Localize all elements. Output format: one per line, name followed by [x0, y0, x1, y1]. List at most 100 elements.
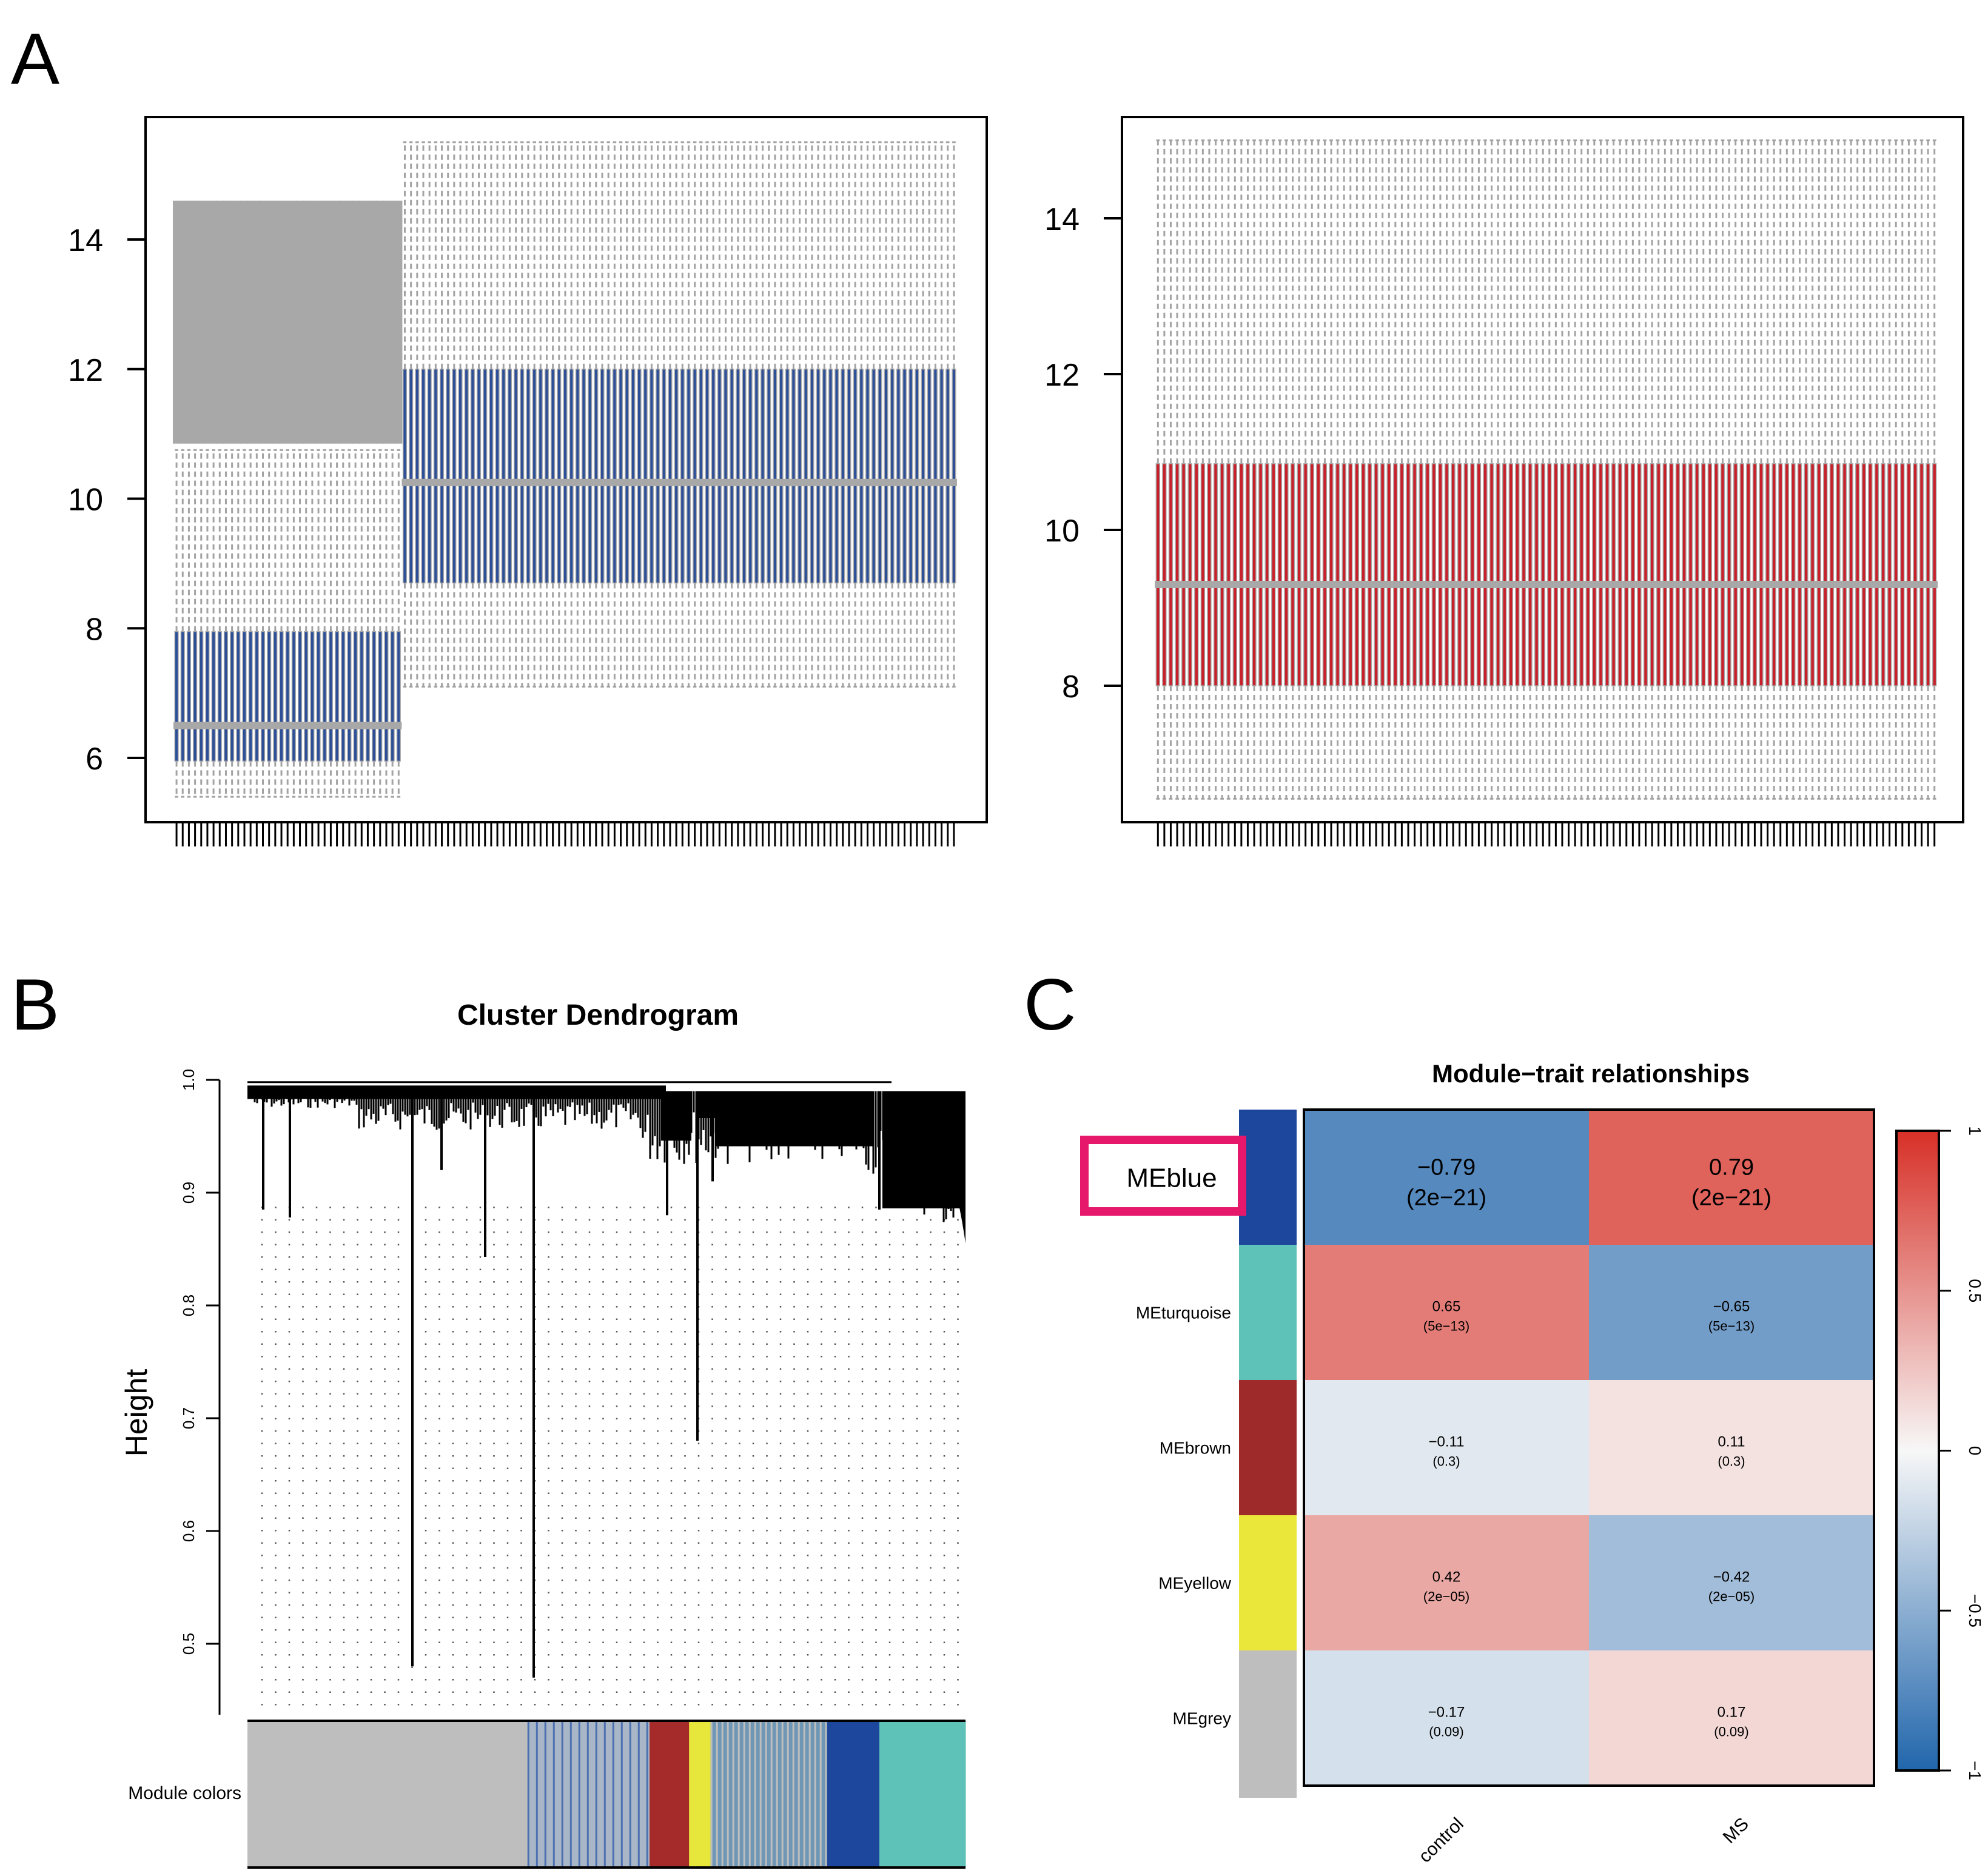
- box: [1528, 463, 1533, 686]
- box-1-36: [389, 200, 397, 798]
- module-color-stripe: [721, 1721, 724, 1868]
- box-2-74: [853, 141, 858, 688]
- box-2-63: [785, 141, 790, 688]
- module-color-stripe: [770, 1721, 773, 1868]
- box: [1515, 463, 1520, 686]
- box-2-28: [569, 141, 574, 688]
- box-1-113: [1874, 139, 1879, 800]
- box: [1823, 463, 1828, 686]
- box: [328, 631, 333, 762]
- panel-letter-b: B: [11, 964, 59, 1045]
- box-1-65: [1566, 139, 1571, 800]
- box-1-70: [1598, 139, 1603, 800]
- box-1-66: [1573, 139, 1577, 800]
- outlier-band: [327, 200, 335, 444]
- box: [384, 631, 389, 762]
- box-1-112: [1868, 139, 1873, 800]
- box-2-27: [563, 141, 568, 688]
- box: [902, 369, 907, 584]
- box-2-67: [810, 141, 814, 688]
- box-2-82: [902, 141, 907, 688]
- box-1-47: [1451, 139, 1456, 800]
- box: [841, 369, 845, 584]
- box-1-6: [1187, 139, 1192, 800]
- box-2-2: [409, 141, 414, 688]
- box: [680, 369, 685, 584]
- box: [1688, 463, 1693, 686]
- box: [1348, 463, 1353, 686]
- box-1-28: [1329, 139, 1334, 800]
- box: [952, 369, 956, 584]
- row-label-MEblue: MEblue: [1126, 1164, 1217, 1193]
- box: [656, 369, 660, 584]
- box-2-14: [483, 141, 488, 688]
- box-2-84: [915, 141, 919, 688]
- box-1-77: [1643, 139, 1648, 800]
- box-1-115: [1887, 139, 1892, 800]
- box: [464, 369, 469, 584]
- box: [520, 369, 525, 584]
- box: [1598, 463, 1603, 686]
- box: [779, 369, 784, 584]
- module-color-stripe: [759, 1721, 762, 1868]
- box: [1592, 463, 1597, 686]
- box: [427, 369, 432, 584]
- y-tick-label: 0.6: [180, 1520, 198, 1542]
- box-2-35: [612, 141, 617, 688]
- box: [711, 369, 716, 584]
- box: [1900, 463, 1905, 686]
- box: [458, 369, 463, 584]
- cell-correlation: −0.42: [1713, 1569, 1750, 1586]
- y-tick-label: 10: [1044, 514, 1080, 549]
- box: [1573, 463, 1577, 686]
- heatmap-cell-fill: [1304, 1380, 1589, 1515]
- box-1-28: [339, 200, 347, 798]
- box-2-55: [736, 141, 740, 688]
- box: [1720, 463, 1725, 686]
- box: [1297, 463, 1301, 686]
- box-1-106: [1829, 139, 1835, 800]
- box: [1553, 463, 1559, 686]
- box: [1168, 463, 1174, 686]
- cell-correlation: 0.65: [1432, 1299, 1461, 1315]
- box: [1560, 463, 1565, 686]
- box: [1540, 463, 1545, 686]
- box: [798, 369, 802, 584]
- module-color-stripe: [620, 1721, 623, 1868]
- box-2-65: [798, 141, 802, 688]
- box-2-30: [581, 141, 586, 688]
- box-1-13: [247, 200, 255, 798]
- box-1-26: [327, 200, 335, 798]
- box-1-107: [1836, 139, 1841, 800]
- box-1-26: [1316, 139, 1321, 800]
- box-1-94: [1752, 139, 1758, 800]
- heatmap-cell-fill: [1304, 1650, 1589, 1786]
- box-1-78: [1650, 139, 1654, 800]
- box-1-58: [1521, 139, 1526, 800]
- box: [1239, 463, 1244, 686]
- box-2-41: [649, 141, 654, 688]
- y-tick-label: 10: [68, 483, 103, 518]
- box-1-31: [1348, 139, 1353, 800]
- box: [236, 631, 241, 762]
- box-1-16: [1252, 139, 1257, 800]
- box-1-120: [1919, 139, 1924, 800]
- module-color-stripe: [792, 1721, 794, 1868]
- module-color-stripe: [737, 1721, 740, 1868]
- box-2-89: [945, 141, 950, 688]
- box-1-45: [1438, 139, 1443, 800]
- box: [1476, 463, 1482, 686]
- box: [1329, 463, 1334, 686]
- cell-correlation: 0.11: [1718, 1434, 1745, 1450]
- box: [273, 631, 278, 762]
- y-tick-label: 8: [86, 612, 103, 647]
- box-1-74: [1624, 139, 1629, 800]
- box-2-3: [415, 141, 420, 688]
- box: [1861, 463, 1866, 686]
- box: [477, 369, 482, 584]
- module-color-stripe: [612, 1721, 614, 1868]
- box-1-121: [1926, 139, 1930, 800]
- box-1-27: [333, 200, 341, 798]
- box: [285, 631, 290, 762]
